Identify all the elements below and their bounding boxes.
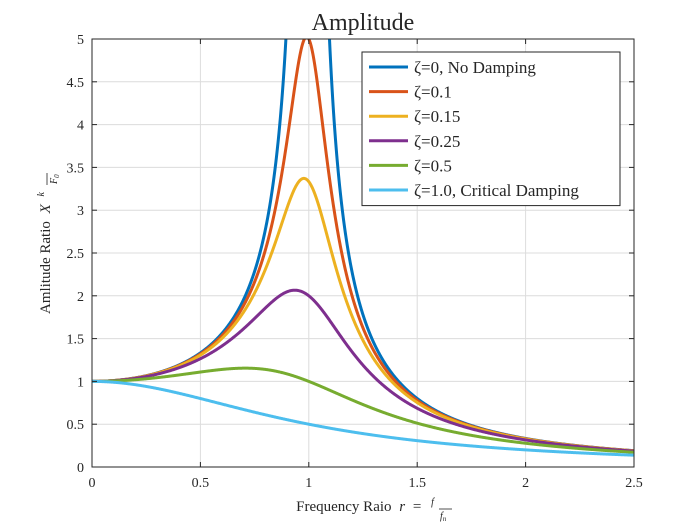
- legend-label: ζ=0.1: [414, 83, 452, 102]
- x-axis-label-eq: =: [413, 499, 421, 515]
- series-line-3: [92, 288, 634, 453]
- legend-box: [361, 51, 621, 207]
- y-axis-label-frac-den-sub: 0: [53, 174, 61, 178]
- y-tick-label: 4: [77, 119, 84, 134]
- x-axis-label-frac-den-main: f: [440, 511, 444, 522]
- y-tick-label: 4.5: [67, 76, 85, 91]
- x-axis-label: Frequency Raio r = f: [296, 497, 435, 515]
- series-line-4: [92, 366, 634, 454]
- x-tick-label: 0: [89, 476, 96, 491]
- x-tick-label: 2: [522, 476, 529, 491]
- y-tick-label: 3.5: [67, 161, 85, 176]
- legend-label: ζ=0, No Damping: [414, 58, 536, 77]
- chart-title: Amplitude: [312, 10, 415, 36]
- y-axis-label-var: X: [38, 203, 54, 214]
- x-tick-label: 1.5: [408, 476, 426, 491]
- series-lines: [92, 39, 634, 457]
- x-axis-label-frac-den: fn: [440, 511, 447, 523]
- series-line-5: [92, 379, 634, 457]
- y-tick-label: 5: [77, 33, 84, 48]
- y-axis-label-text-group: Amlitude Ratio X k: [36, 191, 54, 314]
- x-tick-label: 0.5: [192, 476, 210, 491]
- y-tick-label: 1: [77, 375, 84, 390]
- x-axis-label-frac-den-sub: n: [443, 515, 447, 523]
- legend-label: ζ=0.15: [414, 107, 460, 126]
- legend-label: ζ=0.5: [414, 156, 452, 175]
- x-tick-label: 2.5: [625, 476, 643, 491]
- y-axis-label-frac-den: F0: [49, 174, 61, 185]
- x-axis-label-text: Frequency Raio: [296, 499, 391, 515]
- y-axis-label-frac-num: k: [36, 191, 47, 196]
- y-axis-label-text: Amlitude Ratio: [38, 221, 54, 314]
- y-tick-label: 1.5: [67, 333, 85, 348]
- legend-label: ζ=0.25: [414, 132, 460, 151]
- axis-ticks: 0 0.5 1 1.5 2 2.5 0 0.5 1 1.5 2 2.5 3 3.5 4 4.5 5: [67, 33, 643, 491]
- y-tick-label: 0.5: [67, 418, 85, 433]
- y-tick-label: 2.5: [67, 247, 85, 262]
- y-axis-label-frac-den-main: F: [49, 177, 60, 185]
- y-tick-label: 3: [77, 204, 84, 219]
- y-tick-label: 2: [77, 290, 84, 305]
- x-axis-label-frac-num: f: [431, 497, 435, 508]
- legend: ζ=0, No Damping ζ=0.1 ζ=0.15 ζ=0.25 ζ=0.5 ζ=1…: [361, 51, 621, 207]
- legend-label: ζ=1.0, Critical Damping: [414, 181, 579, 200]
- x-tick-label: 1: [305, 476, 312, 491]
- y-axis-label: Amlitude Ratio X k F0: [36, 173, 61, 314]
- x-axis-label-var: r: [399, 499, 405, 515]
- y-tick-label: 0: [77, 461, 84, 476]
